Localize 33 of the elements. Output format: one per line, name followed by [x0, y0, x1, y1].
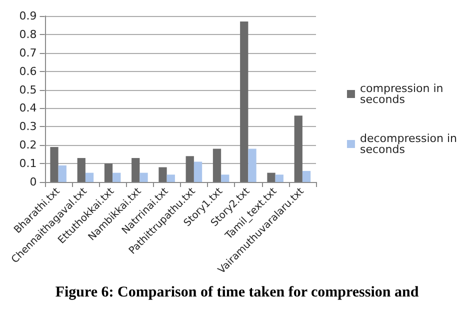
bar	[186, 156, 194, 182]
y-tick-label: 0.2	[19, 138, 37, 152]
y-tick-label: 0.1	[19, 157, 37, 170]
bar	[104, 164, 113, 182]
y-tick-label: 0.4	[19, 102, 37, 115]
legend-label: decompression in seconds	[360, 132, 458, 156]
y-tick-label: 0.6	[19, 64, 37, 78]
bar	[240, 22, 248, 182]
bar	[248, 148, 256, 182]
bar	[302, 170, 311, 182]
caption: Figure 6: Comparison of time taken for compression and	[55, 284, 420, 300]
bar	[50, 146, 58, 182]
bar	[158, 167, 167, 182]
y-tick-label: 0.7	[19, 46, 37, 60]
bar	[194, 162, 202, 182]
bar	[275, 174, 284, 182]
bar	[85, 172, 94, 182]
bar	[294, 116, 302, 182]
bar	[212, 148, 222, 182]
bar	[77, 158, 86, 182]
bar	[112, 172, 121, 182]
bar	[132, 158, 140, 182]
y-tick-label: 0.8	[19, 28, 37, 41]
y-tick-label: 0.5	[19, 83, 37, 96]
y-tick-label: 0	[30, 176, 37, 188]
bar	[166, 174, 175, 182]
bar	[140, 172, 148, 182]
bar	[221, 174, 230, 182]
y-tick-label: 0.9	[19, 10, 37, 22]
y-tick-label: 0.3	[19, 120, 37, 134]
bar	[58, 165, 66, 182]
legend-label: compression in seconds	[360, 82, 444, 106]
bar	[267, 172, 276, 182]
